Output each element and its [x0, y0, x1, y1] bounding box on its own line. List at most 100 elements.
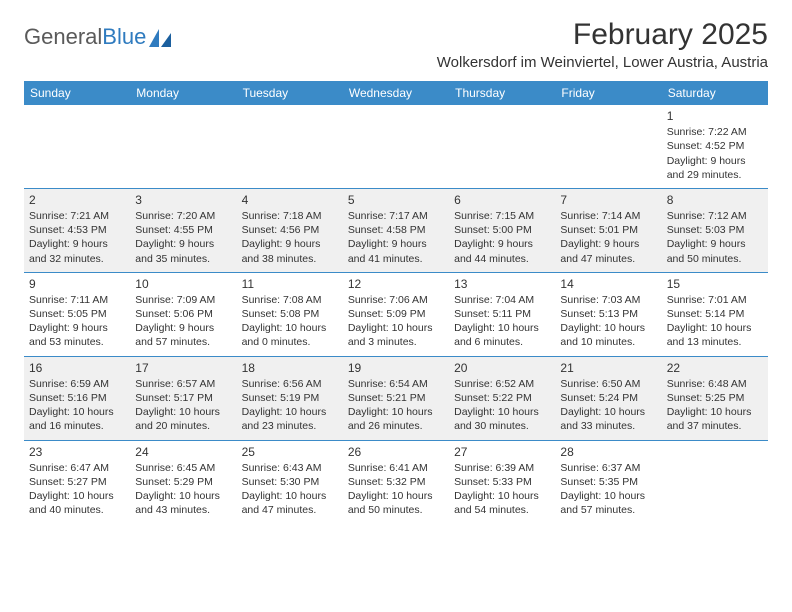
daylight-text-2: and 47 minutes.: [560, 252, 656, 266]
daylight-text-1: Daylight: 10 hours: [454, 405, 550, 419]
daylight-text-2: and 50 minutes.: [348, 503, 444, 517]
daylight-text-1: Daylight: 10 hours: [454, 489, 550, 503]
daylight-text-2: and 41 minutes.: [348, 252, 444, 266]
week-row: 16Sunrise: 6:59 AMSunset: 5:16 PMDayligh…: [24, 357, 768, 441]
daylight-text-1: Daylight: 10 hours: [29, 405, 125, 419]
sunrise-text: Sunrise: 6:41 AM: [348, 461, 444, 475]
day-number: 4: [242, 192, 338, 208]
sunrise-text: Sunrise: 7:15 AM: [454, 209, 550, 223]
sunset-text: Sunset: 5:11 PM: [454, 307, 550, 321]
day-number: 15: [667, 276, 763, 292]
day-cell: 2Sunrise: 7:21 AMSunset: 4:53 PMDaylight…: [24, 189, 130, 272]
day-cell: [24, 105, 130, 188]
sunset-text: Sunset: 5:08 PM: [242, 307, 338, 321]
daylight-text-1: Daylight: 9 hours: [667, 154, 763, 168]
sunrise-text: Sunrise: 7:21 AM: [29, 209, 125, 223]
day-number: 13: [454, 276, 550, 292]
day-cell: 27Sunrise: 6:39 AMSunset: 5:33 PMDayligh…: [449, 441, 555, 524]
sunset-text: Sunset: 4:56 PM: [242, 223, 338, 237]
sunset-text: Sunset: 5:19 PM: [242, 391, 338, 405]
day-number: 19: [348, 360, 444, 376]
day-cell: 23Sunrise: 6:47 AMSunset: 5:27 PMDayligh…: [24, 441, 130, 524]
daylight-text-2: and 54 minutes.: [454, 503, 550, 517]
location: Wolkersdorf im Weinviertel, Lower Austri…: [437, 54, 768, 71]
daylight-text-1: Daylight: 9 hours: [454, 237, 550, 251]
sunset-text: Sunset: 5:14 PM: [667, 307, 763, 321]
sunset-text: Sunset: 5:09 PM: [348, 307, 444, 321]
day-cell: 16Sunrise: 6:59 AMSunset: 5:16 PMDayligh…: [24, 357, 130, 440]
weeks-container: 1Sunrise: 7:22 AMSunset: 4:52 PMDaylight…: [24, 105, 768, 523]
day-cell: 12Sunrise: 7:06 AMSunset: 5:09 PMDayligh…: [343, 273, 449, 356]
daylight-text-1: Daylight: 10 hours: [348, 321, 444, 335]
sunrise-text: Sunrise: 7:08 AM: [242, 293, 338, 307]
sunrise-text: Sunrise: 6:39 AM: [454, 461, 550, 475]
sunrise-text: Sunrise: 7:01 AM: [667, 293, 763, 307]
sunset-text: Sunset: 5:03 PM: [667, 223, 763, 237]
day-cell: [662, 441, 768, 524]
day-cell: 4Sunrise: 7:18 AMSunset: 4:56 PMDaylight…: [237, 189, 343, 272]
week-row: 1Sunrise: 7:22 AMSunset: 4:52 PMDaylight…: [24, 105, 768, 189]
daylight-text-2: and 50 minutes.: [667, 252, 763, 266]
sunset-text: Sunset: 5:30 PM: [242, 475, 338, 489]
day-cell: 14Sunrise: 7:03 AMSunset: 5:13 PMDayligh…: [555, 273, 661, 356]
sunset-text: Sunset: 4:58 PM: [348, 223, 444, 237]
daylight-text-1: Daylight: 10 hours: [135, 405, 231, 419]
daylight-text-2: and 26 minutes.: [348, 419, 444, 433]
day-cell: 24Sunrise: 6:45 AMSunset: 5:29 PMDayligh…: [130, 441, 236, 524]
daylight-text-2: and 30 minutes.: [454, 419, 550, 433]
sunrise-text: Sunrise: 6:48 AM: [667, 377, 763, 391]
title-block: February 2025 Wolkersdorf im Weinviertel…: [437, 18, 768, 71]
daylight-text-2: and 3 minutes.: [348, 335, 444, 349]
daylight-text-1: Daylight: 10 hours: [454, 321, 550, 335]
day-number: 11: [242, 276, 338, 292]
daylight-text-1: Daylight: 10 hours: [29, 489, 125, 503]
day-number: 26: [348, 444, 444, 460]
day-number: 21: [560, 360, 656, 376]
daylight-text-1: Daylight: 10 hours: [242, 405, 338, 419]
day-cell: 9Sunrise: 7:11 AMSunset: 5:05 PMDaylight…: [24, 273, 130, 356]
day-number: 18: [242, 360, 338, 376]
day-cell: 26Sunrise: 6:41 AMSunset: 5:32 PMDayligh…: [343, 441, 449, 524]
daylight-text-2: and 6 minutes.: [454, 335, 550, 349]
sunset-text: Sunset: 5:13 PM: [560, 307, 656, 321]
daylight-text-1: Daylight: 9 hours: [29, 237, 125, 251]
day-number: 5: [348, 192, 444, 208]
sunrise-text: Sunrise: 6:47 AM: [29, 461, 125, 475]
sunrise-text: Sunrise: 7:09 AM: [135, 293, 231, 307]
daylight-text-1: Daylight: 10 hours: [135, 489, 231, 503]
day-number: 10: [135, 276, 231, 292]
daylight-text-2: and 16 minutes.: [29, 419, 125, 433]
day-cell: 13Sunrise: 7:04 AMSunset: 5:11 PMDayligh…: [449, 273, 555, 356]
sunset-text: Sunset: 5:25 PM: [667, 391, 763, 405]
day-header-wed: Wednesday: [343, 81, 449, 105]
day-number: 8: [667, 192, 763, 208]
day-cell: [237, 105, 343, 188]
daylight-text-2: and 47 minutes.: [242, 503, 338, 517]
sunrise-text: Sunrise: 7:11 AM: [29, 293, 125, 307]
sunset-text: Sunset: 5:21 PM: [348, 391, 444, 405]
week-row: 9Sunrise: 7:11 AMSunset: 5:05 PMDaylight…: [24, 273, 768, 357]
logo: GeneralBlue: [24, 18, 171, 50]
sunset-text: Sunset: 5:35 PM: [560, 475, 656, 489]
daylight-text-1: Daylight: 10 hours: [348, 489, 444, 503]
day-number: 2: [29, 192, 125, 208]
daylight-text-2: and 57 minutes.: [135, 335, 231, 349]
day-cell: 10Sunrise: 7:09 AMSunset: 5:06 PMDayligh…: [130, 273, 236, 356]
day-cell: 18Sunrise: 6:56 AMSunset: 5:19 PMDayligh…: [237, 357, 343, 440]
day-number: 22: [667, 360, 763, 376]
sunset-text: Sunset: 5:00 PM: [454, 223, 550, 237]
daylight-text-2: and 10 minutes.: [560, 335, 656, 349]
daylight-text-2: and 13 minutes.: [667, 335, 763, 349]
daylight-text-2: and 32 minutes.: [29, 252, 125, 266]
daylight-text-1: Daylight: 10 hours: [242, 321, 338, 335]
day-cell: 19Sunrise: 6:54 AMSunset: 5:21 PMDayligh…: [343, 357, 449, 440]
sunset-text: Sunset: 5:33 PM: [454, 475, 550, 489]
day-number: 23: [29, 444, 125, 460]
daylight-text-1: Daylight: 9 hours: [348, 237, 444, 251]
day-number: 6: [454, 192, 550, 208]
day-cell: 17Sunrise: 6:57 AMSunset: 5:17 PMDayligh…: [130, 357, 236, 440]
sunset-text: Sunset: 5:06 PM: [135, 307, 231, 321]
day-cell: [343, 105, 449, 188]
day-cell: 11Sunrise: 7:08 AMSunset: 5:08 PMDayligh…: [237, 273, 343, 356]
daylight-text-2: and 33 minutes.: [560, 419, 656, 433]
